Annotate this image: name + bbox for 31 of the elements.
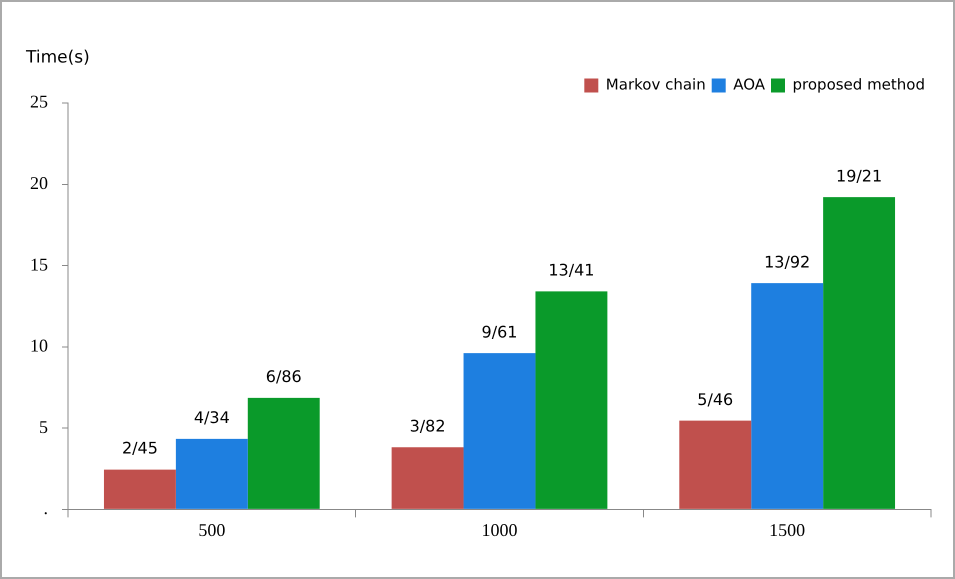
bar <box>248 398 320 509</box>
data-label: 5/46 <box>697 390 734 409</box>
y-axis-title: Time(s) <box>25 47 90 68</box>
bar <box>823 197 896 509</box>
bar <box>679 420 752 509</box>
legend-label: AOA <box>733 75 766 94</box>
y-tick-label: 15 <box>30 254 48 274</box>
bar <box>464 353 536 509</box>
data-label: 13/41 <box>548 260 594 280</box>
x-tick-label: 1000 <box>482 520 518 540</box>
bar <box>176 438 248 509</box>
y-tick-label: 20 <box>30 173 48 194</box>
y-tick-label: . <box>44 498 48 518</box>
y-tick-label: 5 <box>39 416 48 437</box>
data-label: 6/86 <box>266 367 302 386</box>
data-label: 13/92 <box>764 252 810 272</box>
bar <box>751 283 824 509</box>
y-tick-label: 10 <box>30 336 48 356</box>
data-label: 19/21 <box>836 166 882 186</box>
data-label: 2/45 <box>122 438 158 458</box>
bar <box>535 291 608 509</box>
bar <box>104 470 176 509</box>
legend-label: proposed method <box>792 75 926 94</box>
data-label: 3/82 <box>410 416 446 436</box>
legend-label: Markov chain <box>606 75 706 94</box>
data-label: 9/61 <box>482 322 518 342</box>
y-tick-label: 25 <box>30 92 48 112</box>
x-tick-label: 500 <box>198 520 226 540</box>
bar <box>392 447 464 509</box>
x-tick-label: 1500 <box>769 520 806 540</box>
data-label: 4/34 <box>194 408 230 428</box>
